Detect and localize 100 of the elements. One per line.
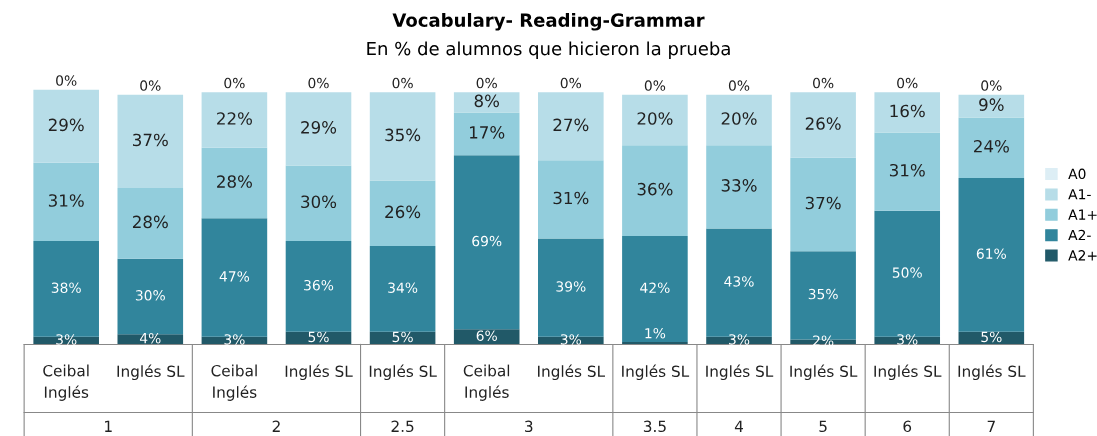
data-label: 3% <box>56 334 77 345</box>
data-label: 5% <box>981 331 1002 343</box>
data-label: 0% <box>140 80 161 91</box>
data-label: 4% <box>139 332 161 344</box>
data-label: 24% <box>974 139 1009 153</box>
bar <box>453 112 520 156</box>
bar <box>790 92 856 158</box>
data-label: 36% <box>304 279 334 291</box>
data-label: 0% <box>476 77 497 89</box>
data-label: 0% <box>56 75 77 86</box>
x-tick-label: Inglés SL <box>117 364 185 381</box>
data-label: 20% <box>721 112 757 125</box>
data-label: 0% <box>897 77 918 89</box>
data-label: 16% <box>890 104 925 118</box>
legend-label: A1- <box>1068 189 1091 200</box>
data-label: 0% <box>981 80 1002 91</box>
text: 2 <box>272 420 280 432</box>
data-label: 0% <box>728 80 750 91</box>
data-label: 0% <box>560 77 582 89</box>
data-label: 29% <box>48 118 84 132</box>
data-label: 61% <box>976 248 1006 259</box>
bar <box>622 145 688 236</box>
bar <box>538 160 604 239</box>
bar <box>369 246 436 332</box>
bar <box>706 145 772 229</box>
bar <box>201 147 268 219</box>
x-tick-label: Ceibal Inglés <box>211 364 257 401</box>
text: 6 <box>903 420 912 433</box>
x-tick-label: Inglés SL <box>958 364 1026 381</box>
data-label: 1% <box>645 327 666 339</box>
data-label: 69% <box>472 235 502 247</box>
bar <box>201 92 268 148</box>
data-label: 9% <box>979 98 1004 111</box>
bar <box>790 157 856 252</box>
data-label: 34% <box>388 282 418 293</box>
data-label: 33% <box>721 179 757 192</box>
bar <box>453 329 520 345</box>
data-label: 22% <box>217 112 252 125</box>
data-label: 3% <box>224 334 245 345</box>
data-label: 26% <box>805 117 841 130</box>
data-label: 43% <box>724 276 754 287</box>
data-label: 28% <box>132 215 168 229</box>
data-label: 38% <box>51 282 81 293</box>
bar <box>958 177 1025 332</box>
data-label: 5% <box>392 331 413 343</box>
legend-label: A2+ <box>1068 250 1097 261</box>
data-label: 39% <box>556 281 586 292</box>
bar <box>622 236 688 342</box>
x-tick-label: Inglés SL <box>874 364 942 381</box>
bar <box>538 92 604 161</box>
data-label: 30% <box>301 195 337 209</box>
data-label: 3% <box>560 334 582 345</box>
data-label: 42% <box>640 282 670 293</box>
data-label: 6% <box>476 330 497 341</box>
bar <box>285 241 352 332</box>
bar <box>453 92 520 113</box>
x-tick-label: Inglés SL <box>369 364 437 381</box>
bar <box>369 180 436 247</box>
text: 1 <box>105 420 112 432</box>
data-label: 36% <box>637 182 673 196</box>
data-label: 28% <box>217 175 252 188</box>
text: 7 <box>987 420 995 432</box>
bar <box>874 92 941 133</box>
data-label: 29% <box>301 121 337 134</box>
x-tick-label: Ceibal Inglés <box>463 364 510 401</box>
bar <box>117 94 184 189</box>
data-label: 3% <box>897 334 918 345</box>
bar <box>33 162 99 242</box>
data-label: 5% <box>308 331 329 343</box>
bar <box>874 132 941 211</box>
bar <box>706 94 772 146</box>
bar <box>622 94 688 146</box>
bar <box>117 188 184 259</box>
x-tick-label: Inglés SL <box>538 364 605 381</box>
bar <box>958 117 1025 178</box>
data-label: 47% <box>219 271 250 282</box>
legend-label: A2- <box>1068 229 1091 241</box>
data-label: 31% <box>553 191 589 205</box>
data-label: 30% <box>135 290 165 301</box>
data-label: 0% <box>813 77 834 89</box>
x-tick-label: Inglés SL <box>285 364 353 381</box>
legend-label: A0 <box>1068 168 1086 180</box>
data-label: 0% <box>308 77 329 89</box>
bar <box>453 155 520 330</box>
x-tick-label: Inglés SL <box>790 364 858 381</box>
data-label: 27% <box>553 118 589 132</box>
data-label: 3% <box>729 334 750 345</box>
bar <box>117 334 184 345</box>
data-label: 37% <box>133 133 168 147</box>
data-label: 31% <box>48 194 84 207</box>
data-label: 0% <box>224 77 245 89</box>
bar <box>33 89 99 163</box>
text: 3.5 <box>643 420 666 433</box>
data-label: 50% <box>892 267 922 278</box>
data-label: 20% <box>637 112 673 125</box>
text: 5 <box>819 420 827 433</box>
data-label: 17% <box>470 126 505 139</box>
x-tick-label: Inglés SL <box>706 364 774 381</box>
data-label: 35% <box>808 288 838 300</box>
bar <box>285 165 352 242</box>
